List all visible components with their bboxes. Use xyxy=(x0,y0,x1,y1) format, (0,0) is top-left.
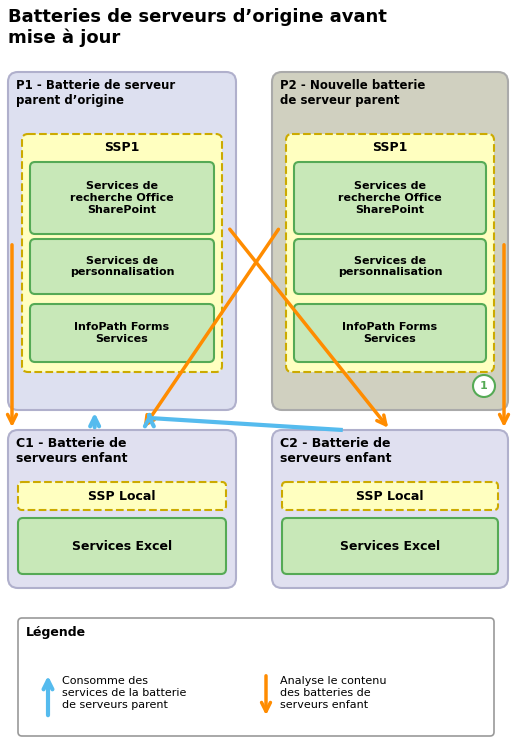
FancyBboxPatch shape xyxy=(22,134,222,372)
Text: P1 - Batterie de serveur
parent d’origine: P1 - Batterie de serveur parent d’origin… xyxy=(16,79,175,107)
Text: 1: 1 xyxy=(480,381,488,391)
FancyBboxPatch shape xyxy=(282,482,498,510)
Text: Services de
recherche Office
SharePoint: Services de recherche Office SharePoint xyxy=(70,181,174,215)
Text: SSP Local: SSP Local xyxy=(88,489,156,503)
Text: Légende: Légende xyxy=(26,626,86,639)
FancyBboxPatch shape xyxy=(30,162,214,234)
FancyBboxPatch shape xyxy=(18,482,226,510)
Text: Services Excel: Services Excel xyxy=(72,540,172,553)
Text: C1 - Batterie de
serveurs enfant: C1 - Batterie de serveurs enfant xyxy=(16,437,127,465)
FancyBboxPatch shape xyxy=(286,134,494,372)
Text: InfoPath Forms
Services: InfoPath Forms Services xyxy=(343,322,438,344)
FancyBboxPatch shape xyxy=(30,304,214,362)
Text: Services de
personnalisation: Services de personnalisation xyxy=(70,256,174,277)
Text: Consomme des
services de la batterie
de serveurs parent: Consomme des services de la batterie de … xyxy=(62,677,186,710)
FancyBboxPatch shape xyxy=(8,72,236,410)
Text: P2 - Nouvelle batterie
de serveur parent: P2 - Nouvelle batterie de serveur parent xyxy=(280,79,425,107)
Text: InfoPath Forms
Services: InfoPath Forms Services xyxy=(74,322,170,344)
Text: Services de
recherche Office
SharePoint: Services de recherche Office SharePoint xyxy=(338,181,442,215)
FancyBboxPatch shape xyxy=(294,239,486,294)
Text: Services Excel: Services Excel xyxy=(340,540,440,553)
FancyBboxPatch shape xyxy=(294,162,486,234)
Text: C2 - Batterie de
serveurs enfant: C2 - Batterie de serveurs enfant xyxy=(280,437,392,465)
FancyBboxPatch shape xyxy=(18,518,226,574)
FancyBboxPatch shape xyxy=(8,430,236,588)
Text: SSP1: SSP1 xyxy=(373,141,408,154)
Text: SSP Local: SSP Local xyxy=(356,489,424,503)
Text: SSP1: SSP1 xyxy=(104,141,140,154)
FancyBboxPatch shape xyxy=(18,618,494,736)
FancyBboxPatch shape xyxy=(282,518,498,574)
Circle shape xyxy=(473,375,495,397)
FancyBboxPatch shape xyxy=(30,239,214,294)
FancyBboxPatch shape xyxy=(272,430,508,588)
FancyBboxPatch shape xyxy=(294,304,486,362)
Text: Services de
personnalisation: Services de personnalisation xyxy=(338,256,442,277)
Text: Batteries de serveurs d’origine avant
mise à jour: Batteries de serveurs d’origine avant mi… xyxy=(8,8,387,48)
Text: Analyse le contenu
des batteries de
serveurs enfant: Analyse le contenu des batteries de serv… xyxy=(280,677,386,710)
FancyBboxPatch shape xyxy=(272,72,508,410)
